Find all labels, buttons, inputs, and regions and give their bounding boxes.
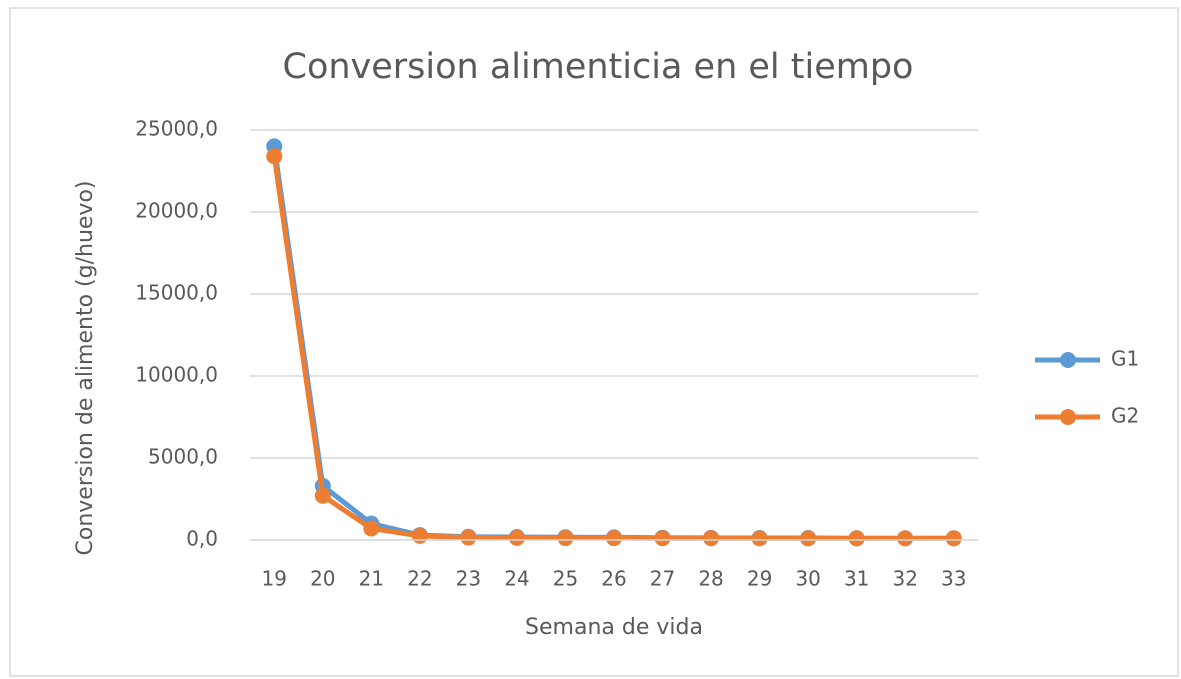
y-tick-label: 5000,0	[148, 445, 218, 469]
x-tick-label: 19	[262, 567, 287, 591]
legend-marker	[1060, 352, 1076, 368]
y-tick-label: 0,0	[186, 527, 218, 551]
data-point	[508, 529, 525, 546]
data-point	[411, 527, 428, 544]
x-tick-label: 22	[407, 567, 432, 591]
x-tick-label: 27	[650, 567, 675, 591]
x-tick-label: 23	[456, 567, 481, 591]
data-point	[848, 530, 865, 547]
chart-border	[9, 7, 1179, 677]
x-tick-label: 24	[504, 567, 529, 591]
data-point	[654, 530, 671, 547]
x-tick-label: 31	[844, 567, 869, 591]
legend-label: G1	[1111, 347, 1139, 371]
chart-title: Conversion alimenticia en el tiempo	[283, 47, 914, 87]
data-point	[703, 530, 720, 547]
x-tick-label: 26	[601, 567, 626, 591]
data-point	[314, 487, 331, 504]
x-tick-label: 21	[359, 567, 384, 591]
y-tick-label: 10000,0	[135, 363, 218, 387]
x-tick-label: 33	[941, 567, 966, 591]
x-axis-title: Semana de vida	[525, 615, 703, 640]
y-tick-label: 25000,0	[135, 117, 218, 141]
legend-marker	[1060, 409, 1076, 425]
data-point	[606, 530, 622, 547]
data-point	[897, 530, 914, 547]
data-point	[751, 530, 768, 547]
x-tick-label: 25	[553, 567, 578, 591]
x-tick-label: 32	[892, 567, 917, 591]
data-point	[800, 530, 817, 547]
data-point	[557, 530, 574, 547]
x-tick-label: 29	[747, 567, 772, 591]
data-point	[460, 529, 477, 546]
x-tick-label: 30	[795, 567, 820, 591]
data-point	[266, 148, 283, 165]
y-axis-title: Conversion de alimento (g/huevo)	[73, 181, 98, 556]
data-point	[945, 530, 962, 547]
x-tick-label: 20	[310, 567, 335, 591]
legend-label: G2	[1111, 404, 1139, 428]
y-tick-label: 15000,0	[135, 281, 218, 305]
data-point	[363, 520, 380, 537]
x-tick-label: 28	[698, 567, 723, 591]
y-tick-label: 20000,0	[135, 199, 218, 223]
